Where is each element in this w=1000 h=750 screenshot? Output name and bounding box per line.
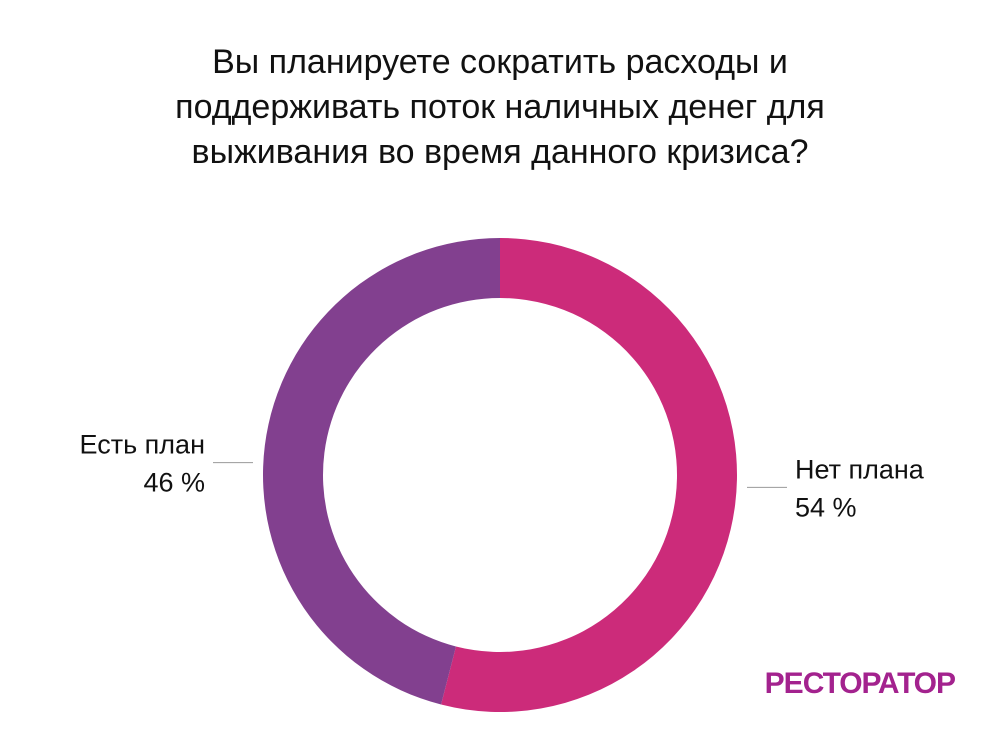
value-label: 54 % [795,493,857,523]
value-label: 46 % [143,468,205,498]
category-label: Нет плана [795,455,925,485]
logo: РЕСТОРАТОР [765,667,955,700]
category-label: Есть план [80,430,205,460]
donut-segment [263,237,500,705]
donut-segment [441,238,738,712]
chart-title: Вы планируете сократить расходы и поддер… [175,43,825,171]
